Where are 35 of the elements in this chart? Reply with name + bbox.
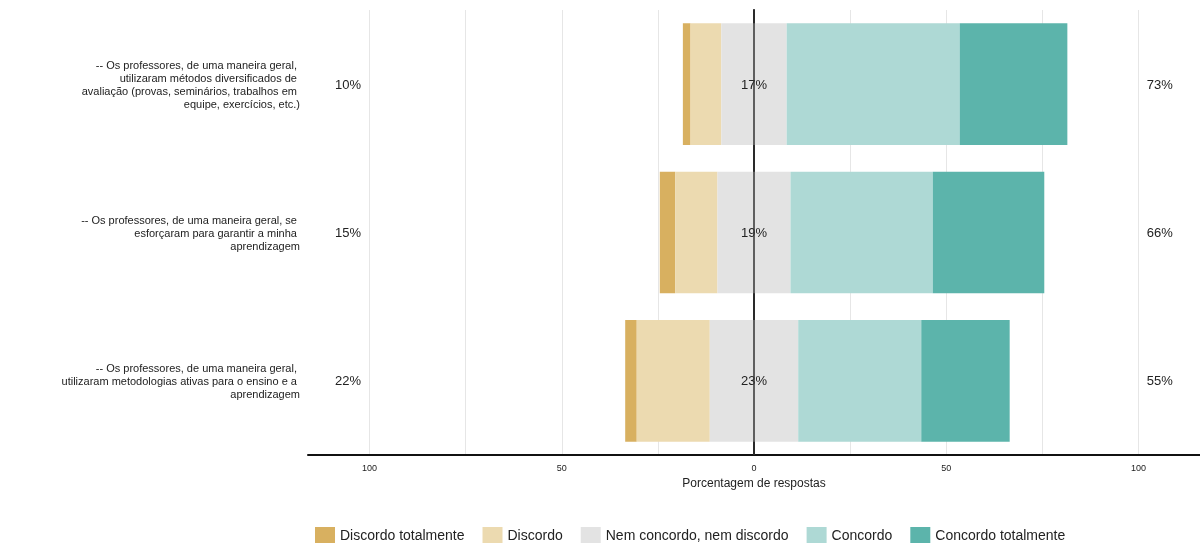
- x-tick-label: 50: [941, 462, 952, 473]
- y-tick-label: -- Os professores, de uma maneira geral, utilizaram métodos diversificados de avaliação (provas, seminários, trabalhos em equipe, exercícios, etc.): [81, 58, 300, 110]
- bar: [790, 171, 933, 294]
- legend-label: Concordo: [831, 527, 893, 543]
- bar: [709, 320, 799, 442]
- x-tick-label: 100: [362, 462, 378, 473]
- x-axis-title: Porcentagem de respostas: [682, 476, 826, 490]
- annotation: 73%: [1146, 76, 1174, 92]
- bar: [636, 320, 710, 442]
- x-tick-label: 0: [751, 462, 757, 473]
- legend-label: Nem concordo, nem discordo: [605, 527, 789, 543]
- y-tick-label: -- Os professores, de uma maneira geral, se esforçaram para garantir a minha aprendizagem: [81, 213, 300, 252]
- legend-label: Discordo totalmente: [340, 527, 465, 543]
- annotation: 22%: [335, 373, 362, 389]
- bar: [690, 23, 722, 145]
- bar: [932, 171, 1045, 294]
- legend-label: Discordo: [507, 527, 563, 543]
- bar: [959, 23, 1068, 145]
- annotation: 55%: [1146, 373, 1174, 389]
- bar: [921, 320, 1010, 442]
- legend-label: Concordo totalmente: [935, 527, 1066, 543]
- bar: [721, 23, 787, 145]
- bar: [798, 320, 922, 442]
- x-tick-label: 50: [556, 462, 567, 473]
- bar: [625, 320, 637, 442]
- bar: [717, 171, 791, 294]
- bar: [675, 171, 718, 294]
- y-tick-label: -- Os professores, de uma maneira geral, utilizaram metodologias ativas para o ensino e a aprendizagem: [61, 361, 300, 400]
- annotation: 10%: [335, 76, 362, 92]
- annotation: 66%: [1146, 225, 1174, 240]
- annotation: 15%: [335, 225, 362, 240]
- bar: [786, 23, 960, 145]
- x-tick-label: 100: [1130, 462, 1146, 473]
- bar: [659, 171, 676, 294]
- bar: [682, 23, 691, 145]
